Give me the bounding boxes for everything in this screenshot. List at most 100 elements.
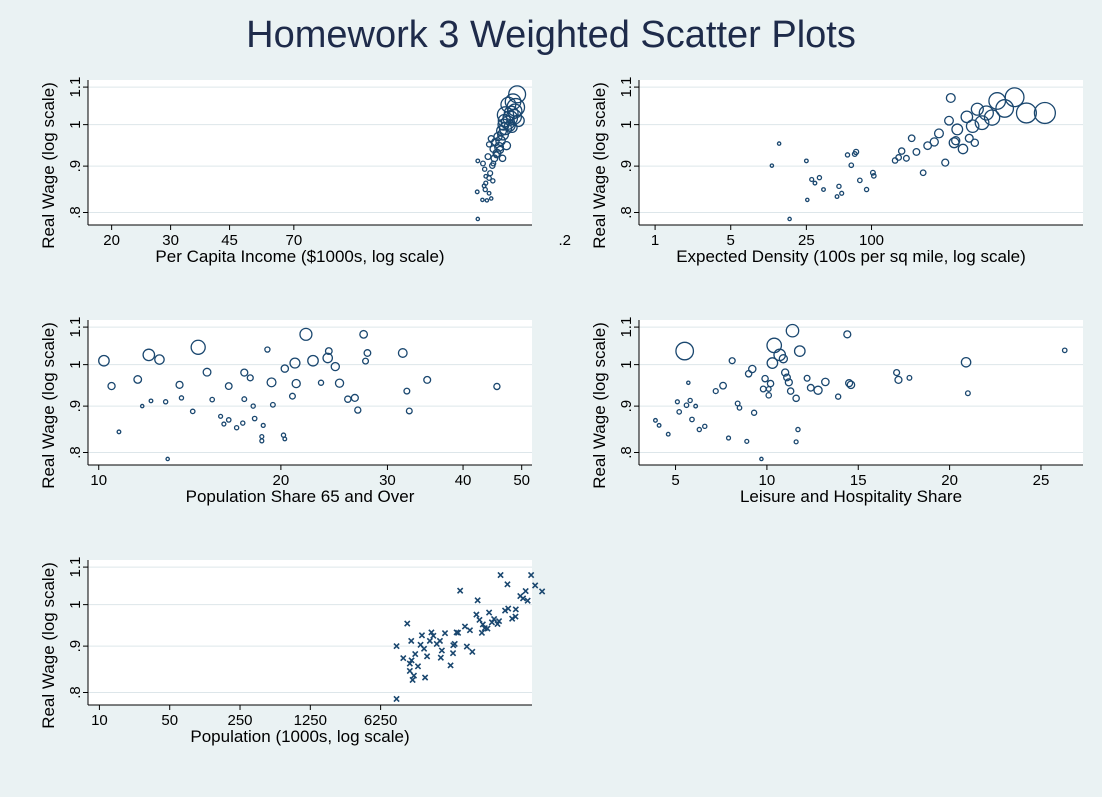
data-point-circle [696,426,703,433]
data-point-circle [689,416,695,423]
data-point-circle [945,92,956,104]
data-point-circle [676,408,683,415]
data-point-x [466,627,474,634]
data-point-circle [324,347,333,356]
plot-region [88,80,532,225]
data-point-circle [674,399,680,405]
data-point-circle [951,123,964,136]
markers [98,327,501,462]
data-point-x [469,648,476,656]
data-point-circle [923,141,933,151]
y-tick-label: 1.1 [67,557,84,578]
x-tick-label: 20 [103,232,120,249]
data-point-x [522,587,529,595]
y-tick-label: .8 [67,446,84,459]
data-point-circle [246,374,254,382]
data-point-circle [1015,102,1037,124]
panel-leisure: .8 .9 1 1.1 5 10 15 20 25 Leisure and Hospitality… [590,317,1083,506]
plot-region [639,320,1083,465]
data-point-circle [851,151,858,158]
y-tick-label: 1.1 [67,77,84,98]
data-point-circle [480,197,485,203]
data-point-circle [957,143,969,155]
data-point-circle [675,341,695,361]
data-point-x [408,637,415,645]
data-point-circle [813,385,823,395]
x-tick-label: 30 [162,232,179,249]
data-point-x [497,571,504,579]
data-point-x [426,637,434,645]
data-point-x [505,605,512,612]
data-point-x [393,642,400,650]
data-point-circle [481,166,488,172]
data-point-circle [965,119,980,134]
data-point-x [437,654,444,661]
data-point-circle [951,135,961,146]
data-point-x [412,650,419,658]
y-axis-title: Real Wage (log scale) [590,322,609,489]
data-point-x [524,597,531,604]
data-point-circle [289,357,301,369]
y-tick-label: .8 [67,206,84,219]
x-axis-title: Expected Density (100s per sq mile, log … [676,247,1026,266]
data-point-circle [687,397,693,404]
extra-axis-label: .2 [558,232,571,249]
data-point-x [438,647,446,654]
data-point-x [531,582,539,589]
data-point-x [479,621,487,628]
data-point-circle [330,361,340,372]
y-tick-label: .9 [67,160,84,173]
data-point-circle [846,380,856,390]
data-point-x [527,571,535,579]
data-point-circle [970,138,980,148]
data-point-circle [944,115,954,126]
data-point-circle [225,417,232,423]
data-point-circle [839,190,845,196]
y-axis-title: Real Wage (log scale) [39,322,58,489]
data-point-circle [291,378,301,389]
data-point-circle [893,368,901,377]
data-point-circle [484,153,492,161]
data-point-circle [795,426,801,433]
data-point-x [418,632,426,639]
data-point-circle [405,407,413,415]
data-point-circle [350,393,359,403]
x-tick-label: 45 [221,232,238,249]
data-point-x [423,653,431,660]
data-point-circle [241,396,248,403]
x-tick-label: 50 [513,472,530,489]
data-point-circle [933,128,944,139]
data-point-x [406,667,413,675]
x-tick-label: 5 [671,472,679,489]
data-point-circle [202,367,212,377]
data-point-circle [809,176,815,183]
data-point-circle [264,346,271,353]
data-point-circle [785,323,800,338]
data-point-circle [783,373,791,382]
x-tick-label: 30 [379,472,396,489]
data-point-circle [848,162,855,169]
data-point-circle [804,197,810,203]
data-point-circle [759,456,764,462]
data-point-circle [902,154,910,162]
data-point-circle [728,357,736,365]
data-point-circle [233,424,240,431]
data-point-circle [148,398,154,404]
data-point-circle [224,382,233,391]
data-point-x [393,695,400,703]
data-point-circle [475,158,481,164]
data-point-circle [765,386,772,392]
data-point-circle [792,394,800,403]
data-point-circle [474,189,480,195]
data-point-circle [282,436,288,442]
panel-density: .8 .9 1 1.1 1 5 25 100 .2 Expected Density (100s … [558,77,1083,266]
y-tick-label: 1 [618,360,635,368]
y-tick-label: 1.1 [618,77,635,98]
data-point-circle [897,147,906,155]
data-point-circle [765,392,773,399]
data-point-circle [725,435,732,441]
markers [393,571,546,703]
data-point-circle [656,422,662,428]
